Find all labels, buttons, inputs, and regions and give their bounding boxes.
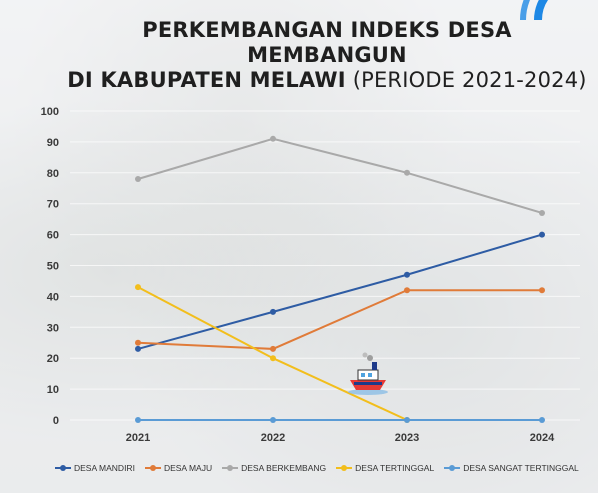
legend-swatch	[222, 465, 239, 471]
title-line-1: PERKEMBANGAN INDEKS DESA MEMBANGUN	[142, 18, 512, 67]
data-point	[135, 284, 141, 291]
boat-illustration-icon	[348, 352, 388, 395]
chart-legend: DESA MANDIRI DESA MAJU DESA BERKEMBANG DESA…	[55, 461, 598, 475]
x-tick-label: 2024	[530, 432, 555, 444]
y-tick-label: 60	[47, 230, 59, 242]
series-desa-sangat-tertinggal	[135, 417, 545, 423]
data-point	[270, 417, 276, 423]
data-point	[404, 417, 410, 423]
y-tick-label: 40	[47, 291, 59, 303]
y-tick-label: 70	[47, 199, 59, 211]
data-point	[135, 175, 141, 182]
y-tick-label: 10	[47, 384, 59, 396]
y-tick-label: 50	[47, 261, 59, 273]
title-line-2-period: (PERIODE 2021-2024)	[352, 68, 587, 92]
data-point	[539, 417, 545, 423]
x-axis-ticks: 2021 2022 2023 2024	[126, 432, 555, 444]
legend-item: DESA SANGAT TERTINGGAL	[444, 463, 579, 473]
legend-swatch	[336, 465, 353, 471]
chart-grid	[70, 110, 580, 421]
y-tick-label: 0	[53, 415, 59, 427]
series-line	[137, 233, 543, 350]
legend-label: DESA BERKEMBANG	[241, 463, 327, 473]
legend-item: DESA MANDIRI	[55, 463, 135, 473]
data-point	[539, 209, 545, 216]
x-tick-label: 2021	[126, 432, 150, 444]
y-tick-label: 80	[47, 168, 59, 180]
series-line	[137, 289, 542, 350]
series-desa-mandiri	[135, 231, 545, 352]
data-point	[135, 345, 141, 352]
data-point	[539, 287, 545, 294]
legend-label: DESA TERTINGGAL	[355, 463, 435, 473]
legend-label: DESA SANGAT TERTINGGAL	[463, 463, 579, 473]
legend-label: DESA MANDIRI	[74, 463, 135, 473]
legend-swatch	[55, 465, 71, 471]
data-point	[135, 417, 141, 423]
y-tick-label: 30	[47, 322, 59, 334]
title-line-2-bold: DI KABUPATEN MELAWI	[67, 68, 346, 92]
chart-title: PERKEMBANGAN INDEKS DESA MEMBANGUN DI KA…	[62, 18, 592, 93]
series-desa-berkembang	[135, 135, 545, 216]
data-point	[404, 169, 410, 176]
data-point	[135, 339, 141, 346]
series-desa-maju	[135, 287, 545, 352]
legend-item: DESA TERTINGGAL	[336, 463, 434, 473]
legend-item: DESA BERKEMBANG	[222, 463, 326, 473]
data-point	[270, 355, 276, 362]
chart-series	[135, 135, 545, 423]
legend-swatch	[444, 465, 461, 471]
x-tick-label: 2022	[261, 432, 285, 444]
data-point	[539, 231, 545, 238]
y-tick-label: 90	[47, 137, 59, 149]
y-axis-ticks: 0 10 20 30 40 50 60 70 80 90 100	[41, 106, 59, 427]
data-point	[270, 345, 276, 352]
legend-item: DESA MAJU	[144, 463, 213, 473]
x-tick-label: 2023	[395, 432, 419, 444]
y-tick-label: 20	[47, 353, 59, 365]
data-point	[404, 287, 410, 294]
series-line	[137, 137, 543, 214]
legend-label: DESA MAJU	[163, 463, 213, 473]
wifi-arc-decoration	[520, 0, 549, 21]
data-point	[270, 308, 276, 315]
data-point	[404, 271, 410, 278]
y-tick-label: 100	[41, 106, 59, 118]
data-point	[270, 135, 276, 142]
legend-swatch	[144, 465, 161, 471]
